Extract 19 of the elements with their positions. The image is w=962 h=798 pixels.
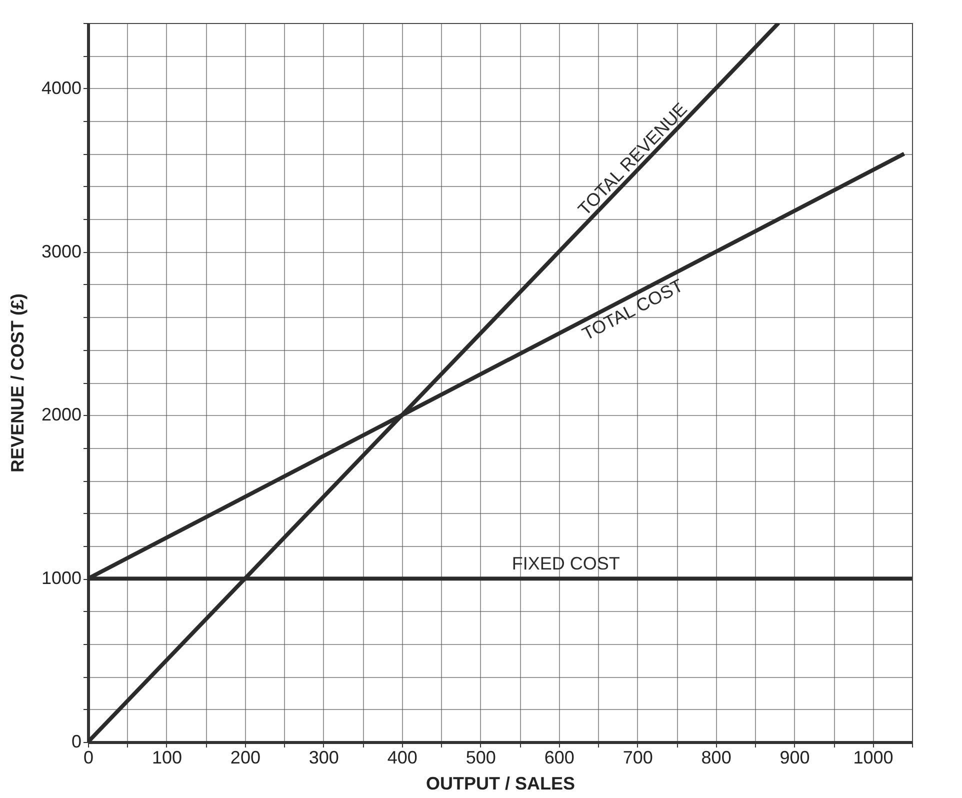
x-tick-label: 900 [780, 748, 810, 768]
x-tick-label: 100 [152, 748, 182, 768]
x-tick-label: 700 [622, 748, 653, 768]
y-tick-label: 4000 [41, 78, 82, 98]
x-tick-label: 800 [701, 748, 732, 768]
x-tick-label: 600 [544, 748, 574, 768]
x-tick-label: 1000 [853, 748, 894, 768]
y-tick-label: 1000 [41, 568, 82, 588]
x-tick-label: 0 [83, 748, 94, 768]
y-tick-label: 2000 [41, 404, 82, 425]
x-axis-title: OUTPUT / SALES [426, 774, 576, 794]
x-tick-label: 400 [387, 748, 418, 768]
series-label: FIXED COST [512, 554, 620, 574]
y-tick-label: 0 [71, 732, 82, 752]
y-tick-label: 3000 [41, 241, 82, 262]
x-tick-label: 300 [308, 748, 339, 768]
x-tick-label: 500 [466, 748, 496, 768]
x-tick-label: 200 [230, 748, 260, 768]
y-axis-title: REVENUE / COST (£) [7, 293, 28, 473]
